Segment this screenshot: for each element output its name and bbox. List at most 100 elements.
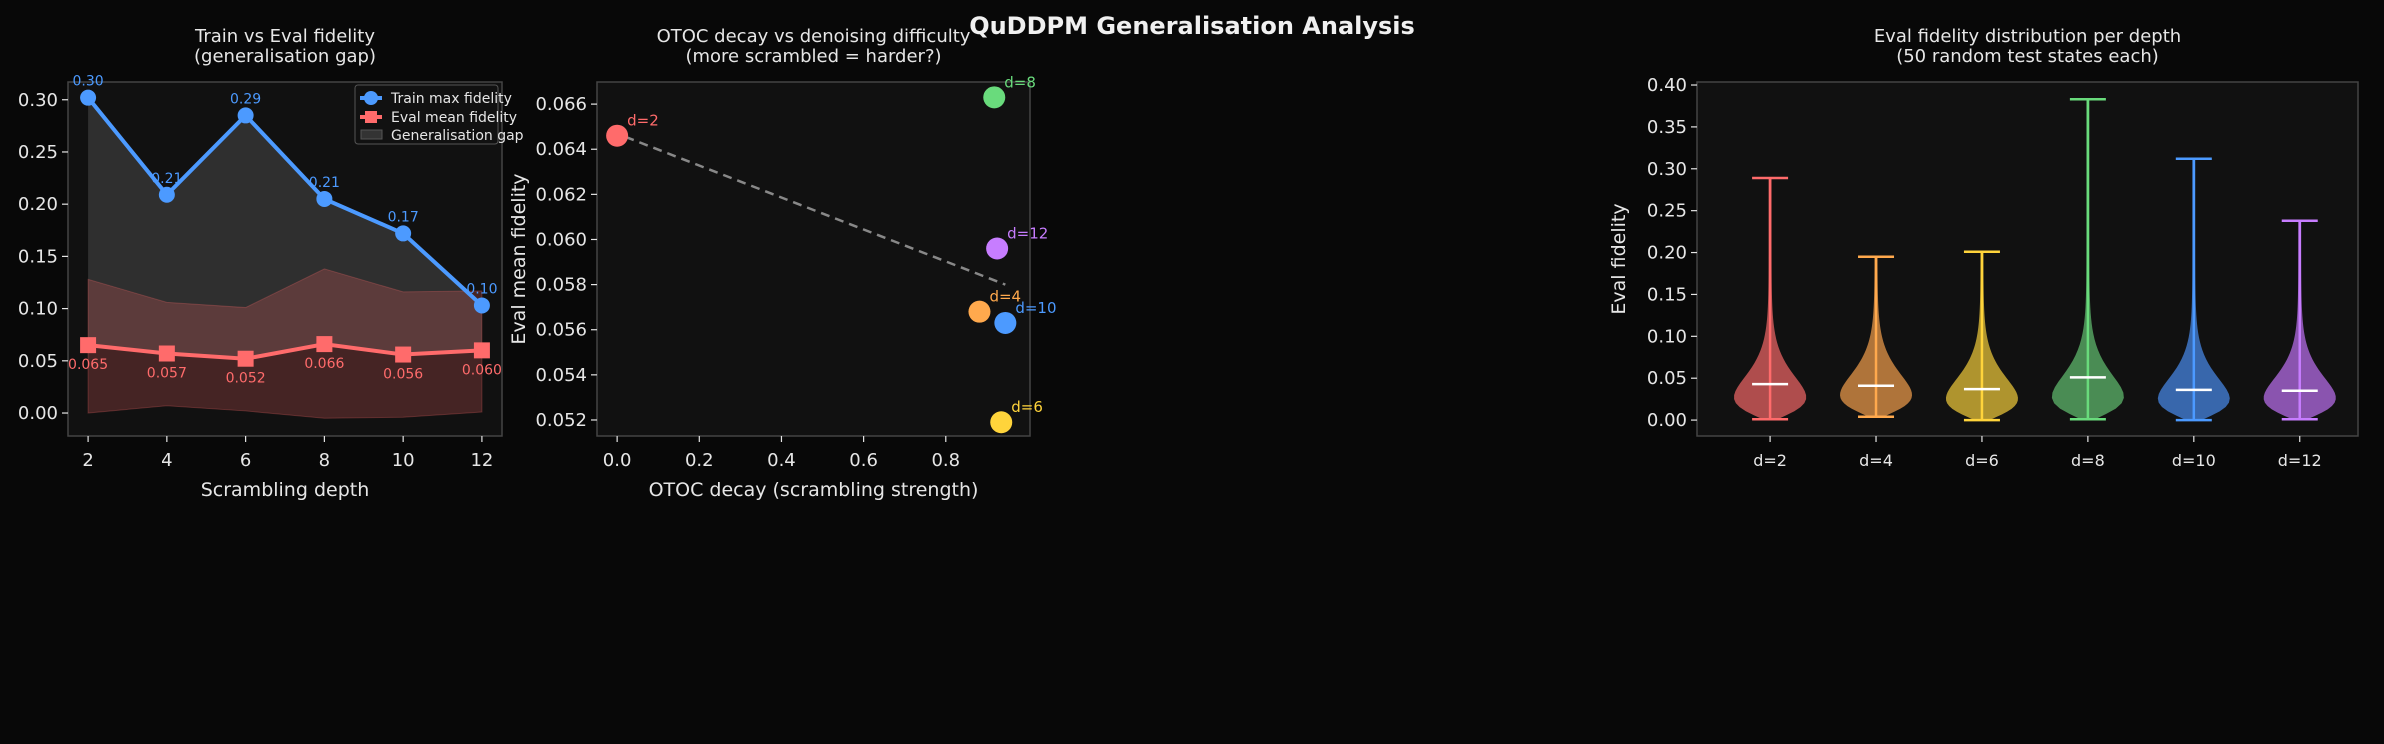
eval-point	[316, 336, 333, 353]
x-tick-label: d=8	[2071, 451, 2105, 470]
point-label: d=6	[1011, 398, 1043, 416]
y-tick-label: 0.15	[18, 246, 58, 267]
panel-title: (generalisation gap)	[194, 46, 376, 67]
train-data-label: 0.21	[151, 171, 182, 187]
y-tick-label: 0.30	[1647, 159, 1687, 180]
y-tick-label: 0.00	[1647, 410, 1687, 431]
train-point	[237, 107, 254, 124]
y-axis-label: Fidelity	[0, 225, 1, 293]
eval-data-label: 0.056	[383, 367, 423, 383]
scatter-point	[990, 411, 1013, 434]
y-tick-label: 0.25	[1647, 201, 1687, 222]
y-tick-label: 0.15	[1647, 284, 1687, 305]
eval-data-label: 0.066	[304, 356, 344, 372]
eval-data-label: 0.060	[462, 362, 502, 378]
point-label: d=12	[1007, 225, 1048, 243]
train-data-label: 0.30	[72, 74, 103, 90]
x-tick-label: d=2	[1753, 451, 1787, 470]
train-point	[80, 89, 97, 106]
y-tick-label: 0.40	[1647, 75, 1687, 96]
train-data-label: 0.29	[230, 91, 261, 107]
legend-label: Eval mean fidelity	[391, 110, 517, 126]
train-data-label: 0.17	[388, 209, 419, 225]
panel-title: OTOC decay vs denoising difficulty	[657, 26, 971, 47]
figure-suptitle: QuDDPM Generalisation Analysis	[969, 12, 1415, 40]
panel-title: (50 random test states each)	[1896, 46, 2159, 67]
scatter-point	[968, 300, 991, 323]
y-tick-label: 0.25	[18, 142, 58, 163]
y-tick-label: 0.062	[535, 184, 587, 205]
panel-1: Train vs Eval fidelity(generalisation ga…	[0, 26, 524, 501]
legend-gap-swatch	[360, 129, 383, 140]
x-tick-label: 0.0	[603, 450, 632, 471]
legend-label: Generalisation gap	[391, 128, 524, 144]
generalisation-gap-area	[88, 97, 482, 359]
x-tick-label: 6	[240, 450, 251, 471]
y-tick-label: 0.30	[18, 90, 58, 111]
y-tick-label: 0.066	[535, 94, 587, 115]
y-tick-label: 0.064	[535, 139, 587, 160]
train-point	[158, 186, 175, 203]
y-tick-label: 0.05	[18, 351, 58, 372]
train-point	[395, 225, 412, 242]
y-axis-label: Eval mean fidelity	[508, 173, 530, 344]
train-point	[316, 190, 333, 207]
panel-2: OTOC decay vs denoising difficulty(more …	[508, 26, 1057, 501]
x-tick-label: 0.4	[767, 450, 796, 471]
point-label: d=8	[1004, 73, 1036, 91]
trend-line	[624, 135, 1006, 286]
panel-title: (more scrambled = harder?)	[685, 46, 941, 67]
eval-point	[237, 350, 254, 367]
y-axis-label: Eval fidelity	[1608, 203, 1630, 314]
x-tick-label: 0.6	[849, 450, 878, 471]
x-tick-label: d=6	[1965, 451, 1999, 470]
eval-point	[80, 337, 97, 354]
eval-std-band	[87, 268, 483, 419]
scatter-point	[994, 311, 1017, 334]
scatter-point	[983, 86, 1006, 109]
train-data-label: 0.21	[309, 175, 340, 191]
eval-data-label: 0.052	[226, 371, 266, 387]
panel-title: Eval fidelity distribution per depth	[1874, 26, 2181, 47]
x-tick-label: 0.2	[685, 450, 714, 471]
legend-train-marker	[364, 91, 378, 105]
scatter-point	[606, 124, 629, 147]
legend: Train max fidelity Eval mean fidelity Gene…	[354, 84, 524, 145]
point-label: d=4	[989, 288, 1021, 306]
point-label: d=10	[1015, 299, 1056, 317]
legend-eval-marker	[365, 111, 377, 123]
y-tick-label: 0.056	[535, 320, 587, 341]
x-tick-label: d=10	[2172, 451, 2216, 470]
x-tick-label: d=12	[2278, 451, 2322, 470]
train-line	[86, 96, 484, 307]
eval-line	[87, 342, 483, 361]
eval-point	[158, 345, 175, 362]
eval-data-label: 0.065	[68, 357, 108, 373]
train-point	[473, 297, 490, 314]
y-tick-label: 0.054	[535, 365, 587, 386]
y-tick-label: 0.052	[535, 410, 587, 431]
x-tick-label: 2	[82, 450, 93, 471]
eval-data-label: 0.057	[147, 366, 187, 382]
scatter-point	[986, 237, 1009, 260]
panel-3: Eval fidelity distribution per depth(50 …	[1608, 26, 2359, 470]
x-tick-label: d=4	[1859, 451, 1893, 470]
x-axis-label: Scrambling depth	[201, 479, 370, 501]
axes-frame	[596, 81, 1031, 437]
point-label: d=2	[627, 112, 659, 130]
eval-point	[473, 342, 490, 359]
x-axis-label: OTOC decay (scrambling strength)	[649, 479, 979, 501]
x-tick-label: 10	[392, 450, 415, 471]
y-tick-label: 0.10	[18, 299, 58, 320]
y-tick-label: 0.20	[1647, 243, 1687, 264]
x-tick-label: 12	[470, 450, 493, 471]
axes-frame	[1696, 81, 2359, 437]
y-tick-label: 0.35	[1647, 117, 1687, 138]
y-tick-label: 0.00	[18, 403, 58, 424]
panel-title: Train vs Eval fidelity	[194, 26, 375, 47]
x-tick-label: 0.8	[931, 450, 960, 471]
train-data-label: 0.10	[466, 281, 497, 297]
y-tick-label: 0.05	[1647, 368, 1687, 389]
y-tick-label: 0.10	[1647, 326, 1687, 347]
